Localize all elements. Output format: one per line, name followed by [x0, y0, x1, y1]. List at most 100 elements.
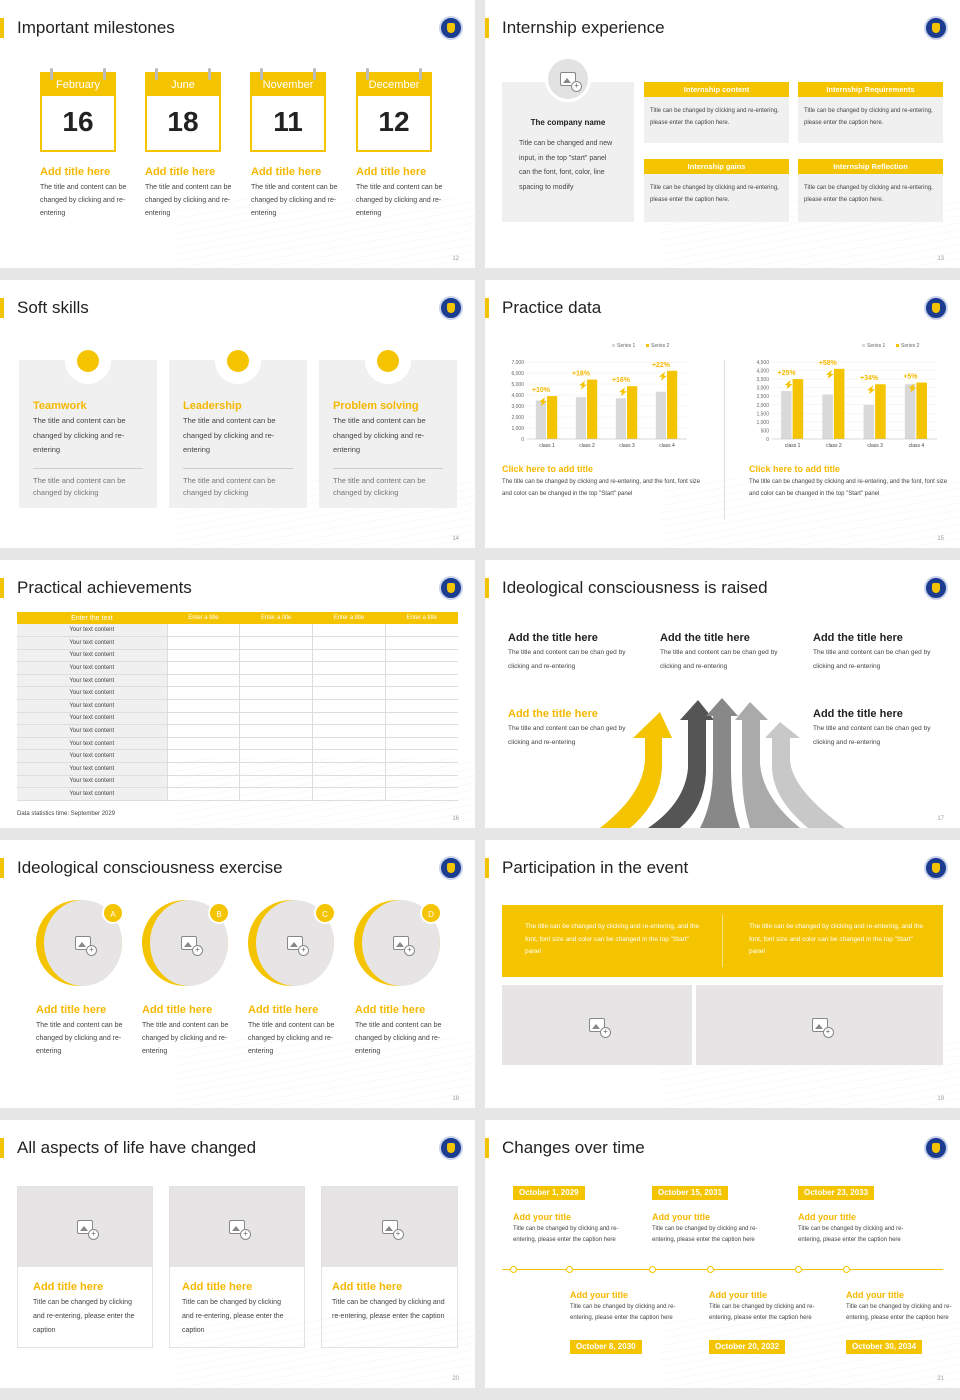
table-cell[interactable]: [239, 762, 313, 776]
item-text[interactable]: The title and content can be chan ged by…: [508, 725, 626, 746]
table-cell[interactable]: Your text content: [17, 749, 167, 764]
milestone-body[interactable]: The title and content can be changed by …: [145, 184, 232, 217]
table-cell[interactable]: [239, 737, 313, 751]
table-cell[interactable]: [166, 636, 240, 650]
table-cell[interactable]: [384, 749, 458, 764]
chart-caption-text[interactable]: The title can be changed by clicking and…: [749, 479, 948, 497]
slide-14[interactable]: Soft skills Teamwork The title and conten…: [0, 280, 475, 548]
table-cell[interactable]: [384, 624, 458, 638]
table-cell[interactable]: [239, 775, 313, 789]
slide-15[interactable]: Practice data 0 1,000 2,000 3,000 4,000 5,000…: [485, 280, 960, 548]
image-placeholder[interactable]: [18, 1187, 152, 1267]
info-box-text[interactable]: Title can be changed by clicking and re-…: [798, 97, 943, 143]
milestone-body[interactable]: The title and content can be changed by …: [40, 184, 127, 217]
milestone-heading[interactable]: Add title here: [40, 166, 111, 178]
table-cell[interactable]: Your text content: [17, 624, 167, 638]
item-heading[interactable]: Add the title here: [813, 632, 903, 644]
table-cell[interactable]: [312, 636, 386, 650]
exercise-image[interactable]: B: [142, 900, 230, 986]
info-box-text[interactable]: Title can be changed by clicking and re-…: [644, 174, 789, 222]
table-cell[interactable]: [239, 712, 313, 726]
exercise-heading[interactable]: Add title here: [248, 1004, 319, 1016]
table-cell[interactable]: Your text content: [17, 724, 167, 738]
table-cell[interactable]: Your text content: [17, 636, 167, 650]
slide-19[interactable]: Participation in the event The title can…: [485, 840, 960, 1108]
table-cell[interactable]: [239, 724, 313, 738]
table-cell[interactable]: [166, 699, 240, 713]
timeline-heading[interactable]: Add your title: [652, 1212, 710, 1222]
table-cell[interactable]: [312, 661, 386, 675]
slide-21[interactable]: Changes over time October 1, 2029 Add yo…: [485, 1120, 960, 1388]
item-text[interactable]: The title and content can be chan ged by…: [813, 649, 931, 670]
table-cell[interactable]: [166, 749, 240, 764]
company-name[interactable]: The company name: [530, 118, 606, 127]
table-cell[interactable]: [384, 775, 458, 789]
chart-caption-text[interactable]: The title can be changed by clicking and…: [502, 479, 701, 497]
exercise-body[interactable]: The title and content can be changed by …: [248, 1022, 335, 1055]
exercise-heading[interactable]: Add title here: [36, 1004, 107, 1016]
timeline-text[interactable]: Title can be changed by clicking and re-…: [652, 1226, 758, 1243]
table-cell[interactable]: [166, 787, 240, 801]
life-text[interactable]: Title can be changed by clicking and re-…: [182, 1299, 284, 1334]
event-text[interactable]: The title can be changed by clicking and…: [525, 923, 700, 955]
company-text[interactable]: Title can be changed and new input, in t…: [519, 140, 613, 191]
table-cell[interactable]: [166, 649, 240, 663]
table-cell[interactable]: [384, 762, 458, 776]
table-cell[interactable]: [384, 686, 458, 701]
image-placeholder[interactable]: [170, 1187, 304, 1267]
table-cell[interactable]: Your text content: [17, 699, 167, 713]
info-box-text[interactable]: Title can be changed by clicking and re-…: [798, 174, 943, 222]
table-cell[interactable]: [384, 787, 458, 801]
chart-caption-heading[interactable]: Click here to add title: [502, 464, 594, 474]
table-cell[interactable]: [384, 724, 458, 738]
milestone-heading[interactable]: Add title here: [145, 166, 216, 178]
table-cell[interactable]: [312, 699, 386, 713]
table-cell[interactable]: [239, 749, 313, 764]
timeline-heading[interactable]: Add your title: [709, 1290, 767, 1300]
timeline-heading[interactable]: Add your title: [846, 1290, 904, 1300]
table-cell[interactable]: [239, 686, 313, 701]
table-cell[interactable]: [239, 699, 313, 713]
chart-caption-heading[interactable]: Click here to add title: [749, 464, 841, 474]
bar-chart-right[interactable]: 0 500 1,000 1,500 2,000 2,500 3,000 3,500 4,000 4…: [740, 340, 945, 455]
skill-text[interactable]: The title and content can be changed by …: [333, 416, 426, 454]
table-cell[interactable]: [384, 649, 458, 663]
table-cell[interactable]: [166, 775, 240, 789]
exercise-body[interactable]: The title and content can be changed by …: [36, 1022, 123, 1055]
table-cell[interactable]: [239, 649, 313, 663]
slide-20[interactable]: All aspects of life have changed Add tit…: [0, 1120, 475, 1388]
image-placeholder[interactable]: [545, 56, 591, 102]
milestone-body[interactable]: The title and content can be changed by …: [251, 184, 338, 217]
table-cell[interactable]: [312, 712, 386, 726]
timeline-text[interactable]: Title can be changed by clicking and re-…: [798, 1226, 904, 1243]
skill-text[interactable]: The title and content can be changed by …: [183, 416, 276, 454]
item-heading[interactable]: Add the title here: [813, 708, 903, 720]
table-cell[interactable]: Your text content: [17, 762, 167, 776]
timeline-text[interactable]: Title can be changed by clicking and re-…: [570, 1304, 676, 1321]
table-cell[interactable]: [312, 649, 386, 663]
table-cell[interactable]: [312, 686, 386, 701]
exercise-heading[interactable]: Add title here: [355, 1004, 426, 1016]
table-cell[interactable]: [312, 737, 386, 751]
table-cell[interactable]: [239, 674, 313, 688]
table-cell[interactable]: [384, 636, 458, 650]
table-cell[interactable]: [166, 674, 240, 688]
table-cell[interactable]: Your text content: [17, 686, 167, 701]
table-cell[interactable]: [239, 624, 313, 638]
info-box-text[interactable]: Title can be changed by clicking and re-…: [644, 97, 789, 143]
timeline-heading[interactable]: Add your title: [798, 1212, 856, 1222]
table-cell[interactable]: Your text content: [17, 775, 167, 789]
timeline-text[interactable]: Title can be changed by clicking and re-…: [846, 1304, 952, 1321]
exercise-body[interactable]: The title and content can be changed by …: [355, 1022, 442, 1055]
bar-chart-left[interactable]: 0 1,000 2,000 3,000 4,000 5,000 6,000 7,000 clas…: [495, 340, 695, 455]
table-cell[interactable]: [239, 661, 313, 675]
table-cell[interactable]: [384, 712, 458, 726]
table-cell[interactable]: [384, 737, 458, 751]
life-heading[interactable]: Add title here: [182, 1281, 253, 1293]
slide-16[interactable]: Practical achievements Enter the text Ent…: [0, 560, 475, 828]
timeline-text[interactable]: Title can be changed by clicking and re-…: [513, 1226, 619, 1243]
exercise-heading[interactable]: Add title here: [142, 1004, 213, 1016]
skill-subtext[interactable]: The title and content can be changed by …: [33, 475, 126, 498]
table-cell[interactable]: [312, 674, 386, 688]
table-cell[interactable]: Your text content: [17, 661, 167, 675]
